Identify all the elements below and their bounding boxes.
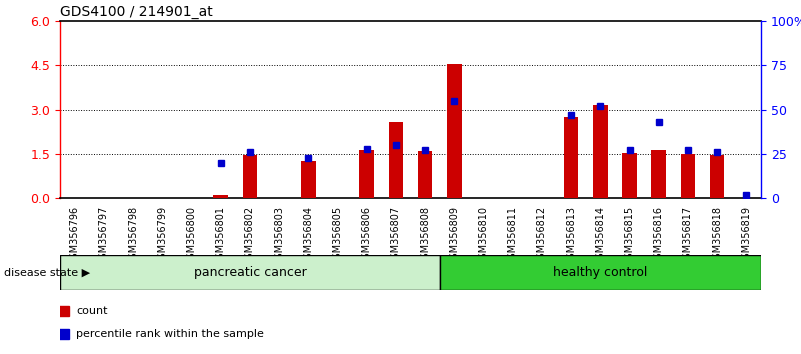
Text: count: count (76, 306, 107, 316)
Bar (243, 155, 257, 198)
FancyBboxPatch shape (440, 255, 761, 290)
Bar (564, 117, 578, 198)
Bar (651, 149, 666, 198)
FancyBboxPatch shape (60, 255, 440, 290)
Bar (213, 195, 228, 198)
Bar (681, 154, 695, 198)
Bar (593, 105, 608, 198)
Bar (710, 155, 724, 198)
Bar (301, 161, 316, 198)
Bar (447, 64, 461, 198)
Text: disease state ▶: disease state ▶ (4, 268, 91, 278)
Text: healthy control: healthy control (553, 266, 647, 279)
Bar (622, 153, 637, 198)
Text: GDS4100 / 214901_at: GDS4100 / 214901_at (60, 5, 213, 19)
Bar (418, 151, 433, 198)
Bar (388, 121, 403, 198)
Bar (360, 149, 374, 198)
Text: percentile rank within the sample: percentile rank within the sample (76, 329, 264, 339)
Text: pancreatic cancer: pancreatic cancer (194, 266, 306, 279)
